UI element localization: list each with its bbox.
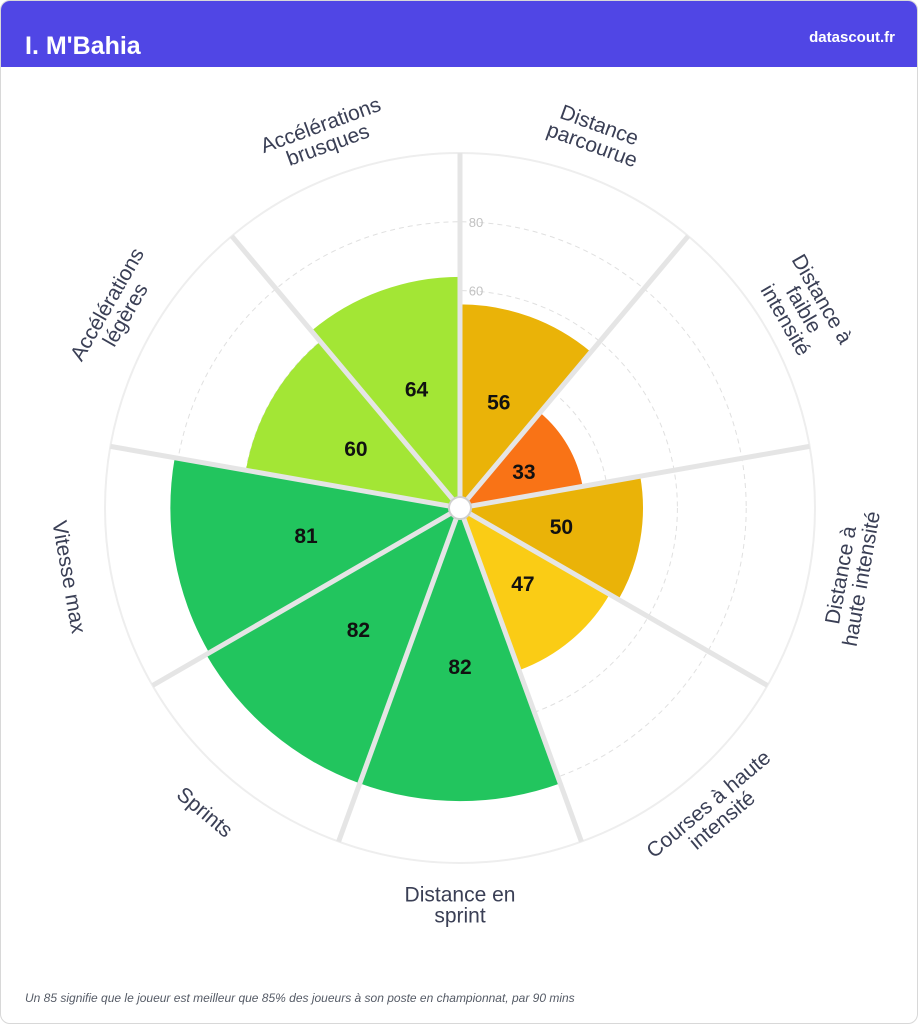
center-hole: [448, 496, 472, 520]
footnote: Un 85 signifie que le joueur est meilleu…: [25, 991, 575, 1005]
grid-ring: [242, 290, 678, 726]
value-label-8: 60: [344, 438, 367, 461]
value-label-4: 47: [511, 573, 534, 596]
category-label-6: Sprints: [172, 783, 237, 843]
sector-separator: [468, 511, 769, 688]
bar-4: [463, 513, 610, 671]
bar-8: [245, 341, 453, 507]
value-label-5: 82: [448, 656, 471, 679]
category-label-5: Distance en sprint: [405, 884, 516, 928]
bar-9: [311, 276, 460, 500]
category-label-1: Distanceparcourue: [544, 99, 648, 173]
value-label-1: 56: [487, 392, 510, 415]
bar-5: [359, 518, 561, 802]
polar-chart: 60 80 56 33 50 47 82 82 81 60 64 Distanceparcourue D…: [47, 93, 885, 928]
sector-separator: [465, 234, 691, 502]
grid-ring: [173, 221, 747, 795]
bar-6: [206, 513, 457, 784]
value-label-9: 64: [405, 379, 429, 402]
category-label-3: Distance àhaute intensité: [818, 506, 885, 648]
category-label-7: Vitesse max: [47, 519, 90, 636]
sector-separator: [336, 517, 459, 843]
value-label-6: 82: [347, 619, 370, 642]
bar-7: [170, 457, 451, 653]
brand-label: datascout.fr: [809, 29, 895, 46]
value-label-3: 50: [550, 516, 573, 539]
value-label-2: 33: [512, 461, 535, 484]
bar-2: [467, 412, 583, 507]
value-label-7: 81: [294, 525, 318, 548]
bar-3: [469, 476, 643, 600]
sector-separator: [109, 443, 450, 509]
header-bar: I. M'Bahia datascout.fr: [1, 1, 917, 67]
sector-separator: [229, 234, 455, 502]
sector-separator: [470, 443, 811, 509]
sector-separator: [151, 511, 452, 688]
sector-separator: [461, 517, 584, 843]
bar-1: [460, 304, 591, 500]
ring-label-80: 80: [469, 215, 483, 230]
player-name: I. M'Bahia: [25, 32, 141, 60]
ring-label-60: 60: [469, 284, 483, 299]
